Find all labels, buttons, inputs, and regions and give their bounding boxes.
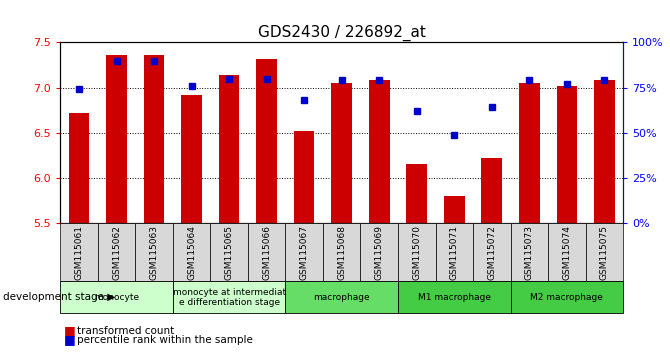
Text: monocyte at intermediat
e differentiation stage: monocyte at intermediat e differentiatio… <box>173 288 285 307</box>
Text: GSM115066: GSM115066 <box>262 225 271 280</box>
Text: GSM115062: GSM115062 <box>112 225 121 280</box>
Text: macrophage: macrophage <box>314 293 370 302</box>
Text: percentile rank within the sample: percentile rank within the sample <box>77 335 253 345</box>
Bar <box>69 113 89 223</box>
Bar <box>332 83 352 223</box>
Text: GSM115065: GSM115065 <box>224 225 234 280</box>
Title: GDS2430 / 226892_at: GDS2430 / 226892_at <box>258 25 425 41</box>
Text: GSM115064: GSM115064 <box>187 225 196 280</box>
Text: GSM115068: GSM115068 <box>337 225 346 280</box>
Text: GSM115063: GSM115063 <box>149 225 159 280</box>
Bar <box>294 131 314 223</box>
Text: GSM115061: GSM115061 <box>74 225 84 280</box>
Text: ■: ■ <box>64 333 76 346</box>
Bar <box>369 80 389 223</box>
Text: GSM115071: GSM115071 <box>450 225 459 280</box>
Text: development stage ▶: development stage ▶ <box>3 292 116 302</box>
Bar <box>407 164 427 223</box>
Bar <box>519 83 539 223</box>
Text: GSM115067: GSM115067 <box>299 225 309 280</box>
Bar <box>257 59 277 223</box>
Bar <box>557 86 577 223</box>
Text: GSM115074: GSM115074 <box>562 225 572 280</box>
Text: GSM115072: GSM115072 <box>487 225 496 280</box>
Bar <box>182 95 202 223</box>
Bar <box>144 55 164 223</box>
Text: GSM115073: GSM115073 <box>525 225 534 280</box>
Text: M1 macrophage: M1 macrophage <box>418 293 490 302</box>
Bar <box>482 158 502 223</box>
Text: GSM115070: GSM115070 <box>412 225 421 280</box>
Bar <box>444 196 464 223</box>
Text: GSM115075: GSM115075 <box>600 225 609 280</box>
Text: GSM115069: GSM115069 <box>375 225 384 280</box>
Text: ■: ■ <box>64 325 76 337</box>
Bar <box>219 75 239 223</box>
Bar <box>594 80 614 223</box>
Text: transformed count: transformed count <box>77 326 174 336</box>
Bar <box>107 55 127 223</box>
Text: M2 macrophage: M2 macrophage <box>531 293 603 302</box>
Text: monocyte: monocyte <box>94 293 139 302</box>
